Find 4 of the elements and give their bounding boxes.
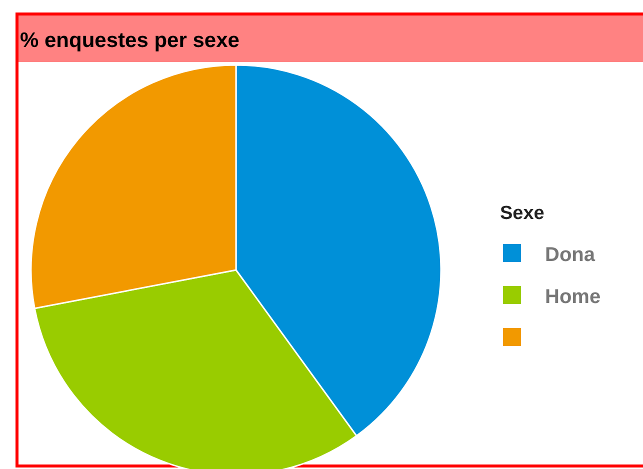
legend-label: Dona [545, 244, 596, 266]
legend-title: Sexe [500, 203, 544, 224]
chart-title: % enquestes per sexe [20, 29, 240, 52]
legend-label: Home [545, 286, 601, 308]
